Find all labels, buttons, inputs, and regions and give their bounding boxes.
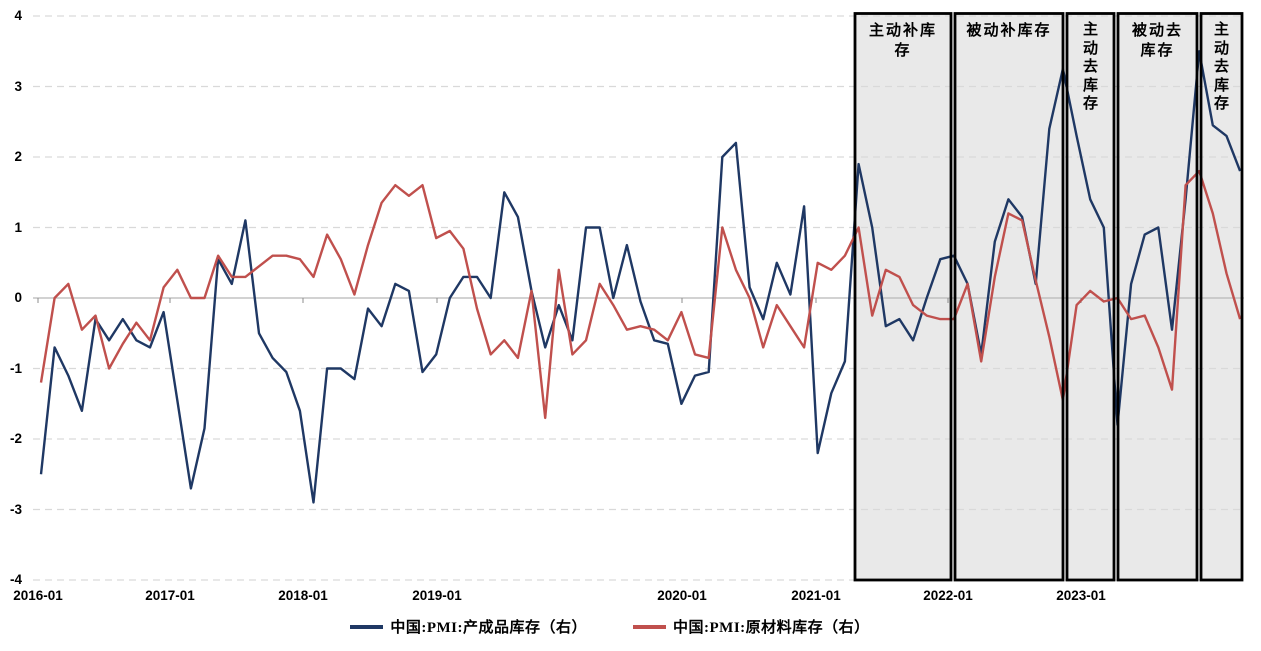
y-axis-label-0: 0 [14,290,22,305]
legend-label-raw-materials: 中国:PMI:原材料库存（右） [673,620,870,636]
legend-label-finished-goods: 中国:PMI:产成品库存（右） [390,620,587,636]
x-axis-label-2016-01: 2016-01 [13,588,63,603]
x-axis-label-2017-01: 2017-01 [145,588,195,603]
legend-line-sample-red [633,624,666,629]
phase-box-border-5 [1199,12,1244,582]
series-line-raw-materials [39,169,1242,420]
phase-box-fill-4 [1118,13,1197,580]
legend-item-finished-goods-inventory: 中国:PMI:产成品库存（右） [350,616,587,637]
phase-box-border-3 [1065,12,1116,582]
x-axis-label-2022-01: 2022-01 [923,588,973,603]
x-axis-label-2021-01: 2021-01 [791,588,841,603]
y-axis-label-3: 3 [14,78,22,94]
y-axis-label-2: 2 [14,149,22,164]
x-axis-label-2019-01: 2019-01 [412,588,462,603]
phase-label-5: 主动去库存 [1213,22,1229,112]
y-axis-label--2: -2 [9,431,22,446]
legend-item-raw-materials-inventory: 中国:PMI:原材料库存（右） [633,616,870,637]
y-axis-label-1: 1 [14,219,22,235]
phase-label-3: 主动去库存 [1082,22,1098,112]
legend: 中国:PMI:产成品库存（右） 中国:PMI:原材料库存（右） [0,616,1220,637]
phase-box-fill-1 [855,13,951,580]
y-axis-label-4: 4 [14,8,22,23]
y-axis-label--3: -3 [9,501,22,517]
phase-box-fill-3 [1067,13,1114,580]
x-axis-label-2018-01: 2018-01 [278,588,328,603]
phase-box-border-2 [953,12,1065,582]
y-axis-label--4: -4 [9,572,22,587]
phase-box-fill-2 [955,13,1063,580]
phase-box-border-4 [1116,12,1199,582]
phase-label-1: 主动补库存 [868,23,937,59]
phase-label-4: 被动去库存 [1131,23,1183,59]
legend-line-sample-navy [350,624,384,629]
series-line-finished-goods [39,50,1242,504]
phase-label-2: 被动补库存 [966,23,1052,39]
x-axis-label-2020-01: 2020-01 [657,588,707,603]
y-axis-label--1: -1 [9,360,22,376]
phase-box-border-1 [853,12,953,582]
phase-box-fill-5 [1201,13,1242,580]
x-axis-label-2023-01: 2023-01 [1056,588,1106,603]
